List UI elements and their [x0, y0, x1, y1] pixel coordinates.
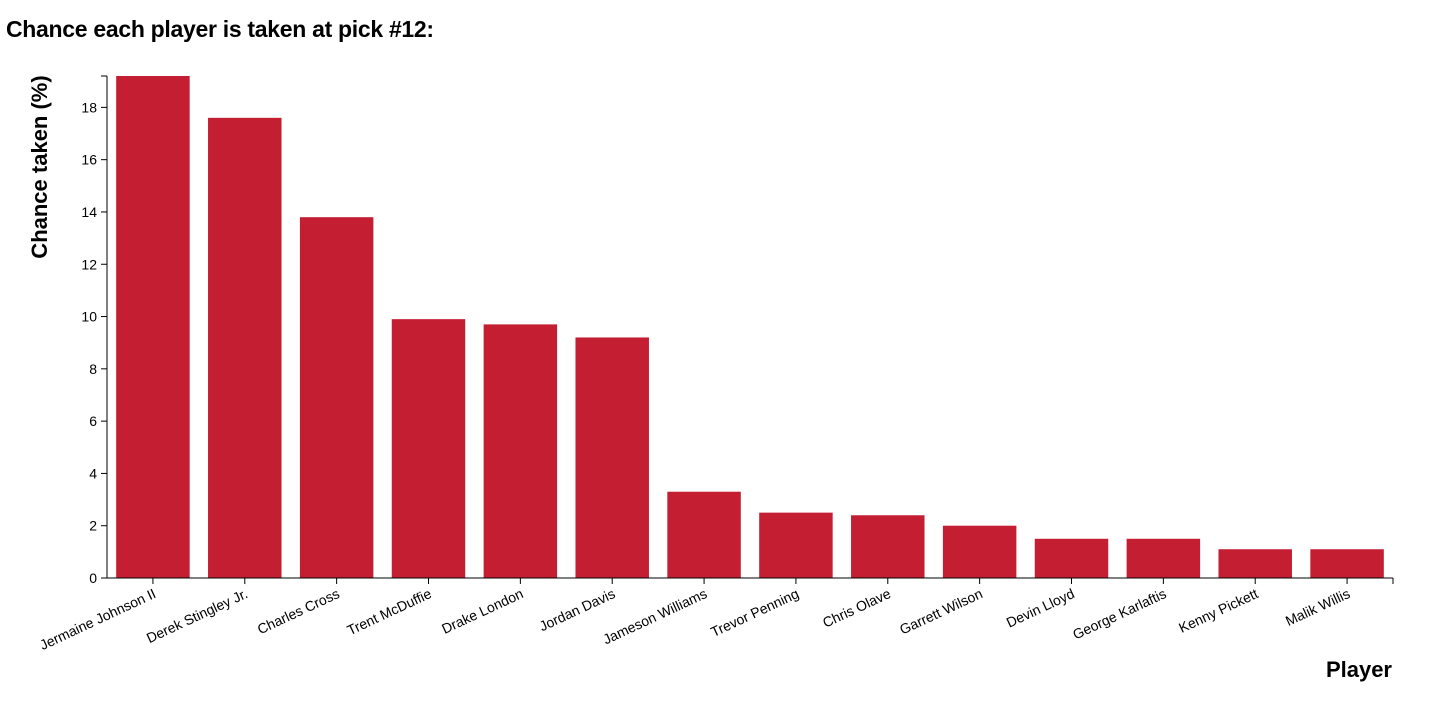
y-tick-label: 4 [89, 465, 97, 481]
y-tick-label: 2 [89, 518, 97, 534]
bar-kenny-pickett [1218, 549, 1292, 578]
y-tick-label: 14 [81, 204, 97, 220]
x-category-label: Kenny Pickett [1176, 585, 1260, 636]
bar-jordan-davis [575, 337, 649, 578]
y-tick-label: 10 [81, 309, 97, 325]
bar-jermaine-johnson-ii [116, 76, 190, 578]
bar-chris-olave [851, 515, 925, 578]
x-category-label: George Karlaftis [1070, 585, 1168, 642]
bar-charles-cross [299, 217, 374, 578]
x-category-label: Drake London [439, 585, 525, 637]
bar-malik-willis [1310, 549, 1384, 578]
x-category-label: Garrett Wilson [897, 585, 985, 637]
x-axis-title: Player [1326, 657, 1392, 682]
bar-jameson-williams [667, 491, 741, 578]
x-category-label: Devin Lloyd [1004, 585, 1077, 630]
chart-title: Chance each player is taken at pick #12: [6, 16, 434, 42]
y-tick-label: 8 [89, 361, 97, 377]
y-tick-label: 16 [81, 152, 97, 168]
y-axis-title: Chance taken (%) [27, 75, 52, 258]
x-category-label: Trevor Penning [708, 585, 801, 640]
x-category-label: Charles Cross [255, 585, 342, 637]
x-category-label: Chris Olave [820, 585, 893, 630]
x-category-label: Malik Willis [1283, 585, 1352, 629]
bar-trent-mcduffie [391, 319, 466, 578]
y-tick-label: 6 [89, 413, 97, 429]
y-tick-label: 12 [81, 256, 97, 272]
y-tick-label: 0 [89, 570, 97, 586]
y-axis: 0 2 4 6 8 10 12 14 16 18 [81, 75, 108, 586]
bar-devin-lloyd [1034, 538, 1109, 578]
y-tick-label: 18 [81, 99, 97, 115]
x-category-label: Jordan Davis [537, 585, 618, 634]
bar-garrett-wilson [942, 525, 1017, 578]
x-category-label: Jermaine Johnson II [37, 585, 158, 653]
bar-drake-london [483, 324, 558, 578]
bar-george-karlaftis [1126, 538, 1201, 578]
bar-trevor-penning [759, 512, 833, 578]
x-category-label: Derek Stingley Jr. [144, 585, 250, 646]
bar-derek-stingley-jr [208, 117, 282, 578]
bars-group [116, 76, 1384, 578]
x-category-label: Jameson Williams [600, 585, 709, 647]
x-category-label: Trent McDuffie [345, 585, 434, 638]
